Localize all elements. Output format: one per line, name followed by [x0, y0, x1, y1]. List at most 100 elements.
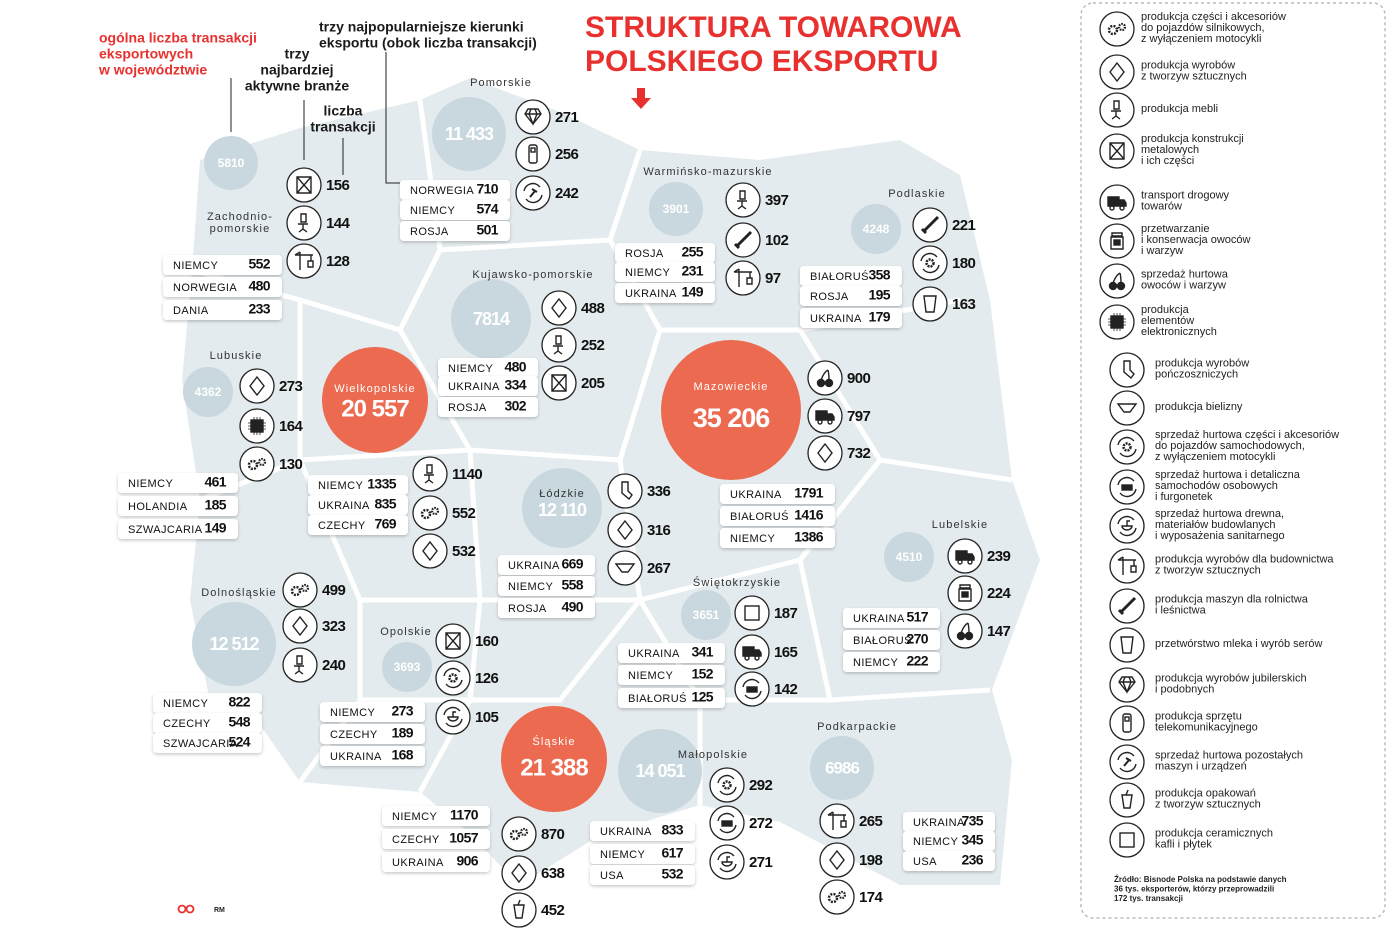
destination-row [800, 308, 902, 328]
region-total: 4510 [896, 550, 923, 564]
region-name: Pomorskie [470, 77, 532, 89]
region-circle [183, 367, 233, 417]
region-circle [851, 204, 901, 254]
legend-label: i furgonetek [1155, 491, 1213, 503]
icon-glyph [553, 335, 563, 355]
industry-count: 102 [765, 232, 788, 249]
industry-count: 452 [541, 902, 564, 919]
legend-label: maszyn i urządzeń [1155, 760, 1247, 772]
icon-circle [1109, 782, 1145, 818]
icon-circle [607, 550, 643, 586]
destination-row [163, 277, 282, 297]
icon [1109, 508, 1145, 544]
icon-glyph [448, 673, 458, 683]
destination-row [843, 652, 940, 672]
industry-count: 316 [647, 522, 670, 539]
destination-count: 255 [681, 244, 703, 260]
destination-country: CZECHY [163, 718, 211, 730]
icon-circle [725, 182, 761, 218]
icon [1109, 469, 1145, 505]
icon-glyph [1116, 403, 1138, 413]
icon-glyph [824, 378, 834, 388]
icon-circle [734, 595, 770, 631]
icon-glyph [1116, 281, 1126, 291]
icon-glyph [443, 706, 463, 728]
destination-row [903, 831, 995, 851]
destination-row [590, 865, 695, 885]
destination-country: NIEMCY [448, 363, 493, 375]
key-industries: najbardziej [260, 62, 333, 78]
region-circle [618, 729, 702, 813]
legend-label: produkcja wyrobów [1155, 357, 1249, 369]
region-name: Świętokrzyskie [693, 576, 781, 589]
icon-glyph [721, 856, 733, 867]
region-total: 4362 [195, 385, 222, 399]
destination-country: NIEMCY [508, 581, 553, 593]
icon [912, 286, 948, 322]
icon-circle [912, 245, 948, 281]
icon-glyph [1109, 142, 1125, 160]
destination-country: NIEMCY [128, 478, 173, 490]
logo-mark [177, 904, 195, 914]
industry-count: 128 [326, 253, 349, 270]
industry-count: 552 [452, 505, 475, 522]
icon-glyph [1113, 239, 1121, 246]
region-total: 21 388 [520, 754, 588, 781]
legend-label: materiałów budowlanych [1155, 519, 1275, 531]
destination-country: UKRAINA [810, 313, 862, 325]
industry-count: 240 [322, 657, 345, 674]
destination-country: BIAŁORUŚ [730, 510, 789, 523]
icon [1109, 705, 1145, 741]
destination-country: CZECHY [318, 520, 366, 532]
destination-country: CZECHY [392, 834, 440, 846]
legend-label: samochodów osobowych [1155, 480, 1278, 492]
destination-row [308, 495, 408, 515]
icon-glyph [744, 605, 760, 621]
legend-label: towarów [1141, 200, 1182, 212]
region-circle [501, 706, 607, 812]
icon-glyph [524, 108, 542, 126]
legend-label: pończoszniczych [1155, 368, 1238, 380]
destination-country: ROSJA [448, 402, 487, 414]
icon-glyph [1130, 565, 1137, 573]
legend-label: produkcja wyrobów [1141, 59, 1235, 71]
destination-row [153, 713, 262, 733]
icon-glyph [300, 583, 310, 593]
icon-glyph [1117, 556, 1136, 575]
industry-count: 271 [555, 109, 578, 126]
destination-country: BIAŁORUŚ [628, 692, 687, 705]
legend-label: produkcja ceramicznych [1155, 827, 1273, 839]
destination-row [438, 397, 538, 417]
destination-count: 1416 [794, 507, 824, 523]
icon-glyph [717, 774, 737, 796]
icon-glyph [1117, 596, 1137, 616]
icon [286, 243, 322, 279]
region-name: Opolskie [380, 626, 432, 638]
destination-country: USA [913, 856, 937, 868]
destination-country: BIAŁORUŚ [853, 634, 912, 647]
destination-country: NIEMCY [410, 205, 455, 217]
industry-count: 638 [541, 865, 564, 882]
destination-country: UKRAINA [508, 560, 560, 572]
icon-glyph [958, 584, 972, 602]
destination-country: NIEMCY [628, 670, 673, 682]
icon [435, 660, 471, 696]
icon [515, 175, 551, 211]
destination-country: SZWAJCARIA [163, 738, 238, 750]
region-name: Wielkopolskie [334, 383, 416, 395]
destination-row [615, 262, 715, 282]
icon [1109, 667, 1145, 703]
destination-row [438, 358, 538, 378]
icon [607, 512, 643, 548]
destination-count: 236 [961, 852, 983, 868]
destination-country: UKRAINA [330, 751, 382, 763]
destination-country: ROSJA [810, 291, 849, 303]
icon [1099, 92, 1135, 128]
destination-count: 480 [504, 359, 526, 375]
destination-row [400, 180, 510, 200]
industry-count: 488 [581, 300, 604, 317]
destination-count: 574 [476, 201, 498, 217]
industry-count: 797 [847, 408, 870, 425]
legend-label: produkcja [1141, 304, 1190, 316]
